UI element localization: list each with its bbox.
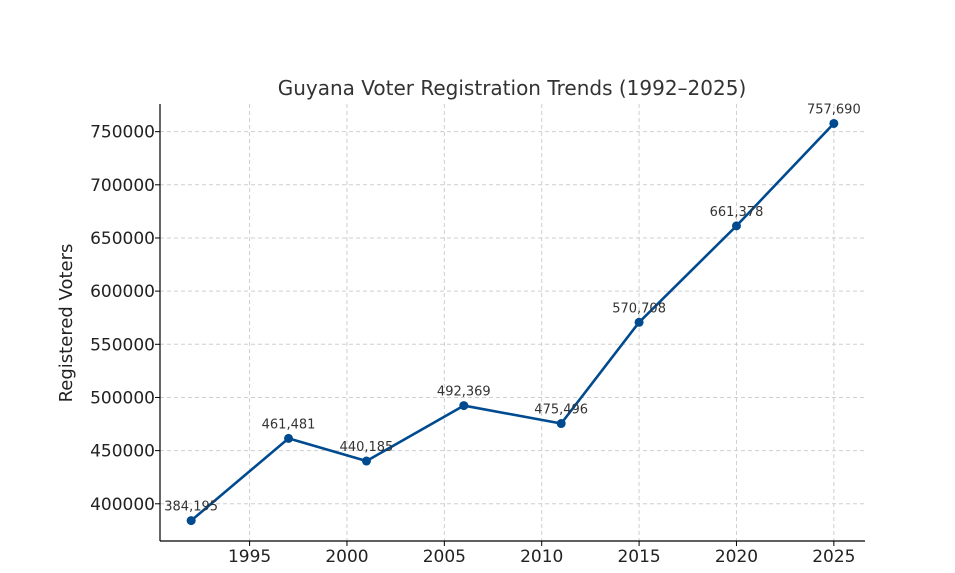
x-tick-label: 2015 [617, 547, 660, 567]
data-label: 440,185 [340, 440, 394, 455]
data-label: 461,481 [262, 417, 316, 432]
x-tick-label: 2000 [325, 547, 368, 567]
data-point [459, 401, 469, 411]
x-tick-label: 2025 [812, 547, 855, 567]
data-label: 475,496 [534, 403, 588, 418]
data-point [186, 516, 196, 526]
x-tick-label: 2005 [423, 547, 466, 567]
chart-title: Guyana Voter Registration Trends (1992–2… [278, 76, 747, 100]
data-label: 661,378 [710, 205, 764, 220]
y-tick-label: 600000 [90, 282, 155, 302]
series-line [190, 122, 835, 522]
axes [159, 104, 865, 542]
grid [160, 104, 865, 541]
x-tick-label: 2020 [715, 547, 758, 567]
data-point [361, 456, 371, 466]
data-point [829, 118, 839, 128]
data-point [634, 317, 644, 327]
series [186, 118, 839, 526]
y-tick-label: 650000 [90, 229, 155, 249]
data-label: 492,369 [437, 385, 491, 400]
x-tick-label: 2010 [520, 547, 563, 567]
y-tick-label: 500000 [90, 388, 155, 408]
data-point [284, 433, 294, 443]
data-point [556, 419, 566, 429]
ticks: 1995 2000 2005 2010 2015 2020 2025 400000 450000… [90, 123, 855, 567]
data-label: 570,708 [612, 301, 666, 316]
data-labels: 384,195 461,481 440,185 492,369 475,496 570,7… [164, 102, 860, 514]
y-tick-label: 750000 [90, 123, 155, 143]
y-tick-label: 400000 [90, 495, 155, 515]
y-tick-label: 450000 [90, 442, 155, 462]
y-axis-label: Registered Voters [56, 244, 77, 403]
x-tick-label: 1995 [228, 547, 271, 567]
data-label: 384,195 [164, 500, 218, 515]
y-tick-label: 550000 [90, 335, 155, 355]
data-label: 757,690 [807, 102, 861, 117]
y-tick-label: 700000 [90, 176, 155, 196]
data-point [731, 221, 741, 231]
